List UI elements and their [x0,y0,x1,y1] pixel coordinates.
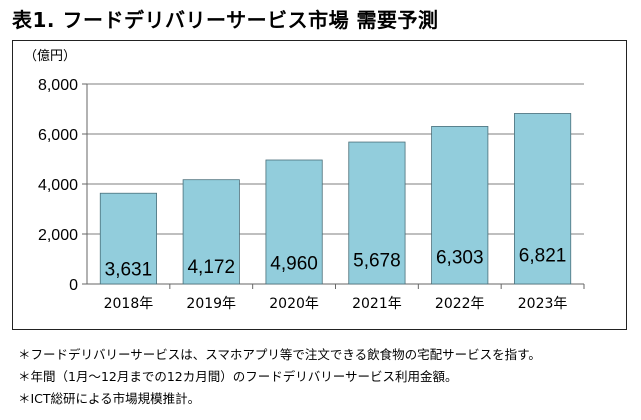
footnote-source: ＊ICT総研による市場規模推計。 [18,391,201,406]
x-tick-label: 2020年 [269,296,319,312]
x-tick-label: 2018年 [104,296,154,312]
y-axis-unit-label: （億円） [24,48,76,64]
bar [431,126,489,285]
x-tick-label: 2023年 [518,296,568,312]
data-label: 4,960 [270,254,318,275]
bar [514,113,572,285]
bar-chart: （億円） 0 2,000 4,000 6,000 8,000 3,631 2018年 4,172… [24,48,585,312]
data-label: 6,303 [436,248,484,269]
bar [348,141,406,285]
x-tick-label: 2021年 [352,296,402,312]
y-tick-label: 4,000 [38,177,78,194]
y-tick-label: 0 [69,277,78,294]
chart-frame [12,40,627,330]
footnote-definition: ＊フードデリバリーサービスは、スマホアプリ等で注文できる飲食物の宅配サービスを指… [18,347,541,362]
page-title: 表1. フードデリバリーサービス市場 需要予測 [12,8,439,32]
x-tick-label: 2022年 [435,296,485,312]
footnote-period: ＊年間（1月～12月までの12カ月間）のフードデリバリーサービス利用金額。 [18,369,458,384]
bar [99,192,157,285]
data-label: 5,678 [353,250,401,271]
data-label: 6,821 [519,245,567,266]
y-tick-label: 2,000 [38,227,78,244]
x-tick-label: 2019年 [186,296,236,312]
footnotes: ＊フードデリバリーサービスは、スマホアプリ等で注文できる飲食物の宅配サービスを指… [18,344,636,410]
data-label: 4,172 [187,257,235,278]
bar [182,179,240,285]
y-tick-label: 8,000 [38,77,78,94]
data-label: 3,631 [105,260,153,281]
y-tick-label: 6,000 [38,127,78,144]
bar [265,159,323,285]
